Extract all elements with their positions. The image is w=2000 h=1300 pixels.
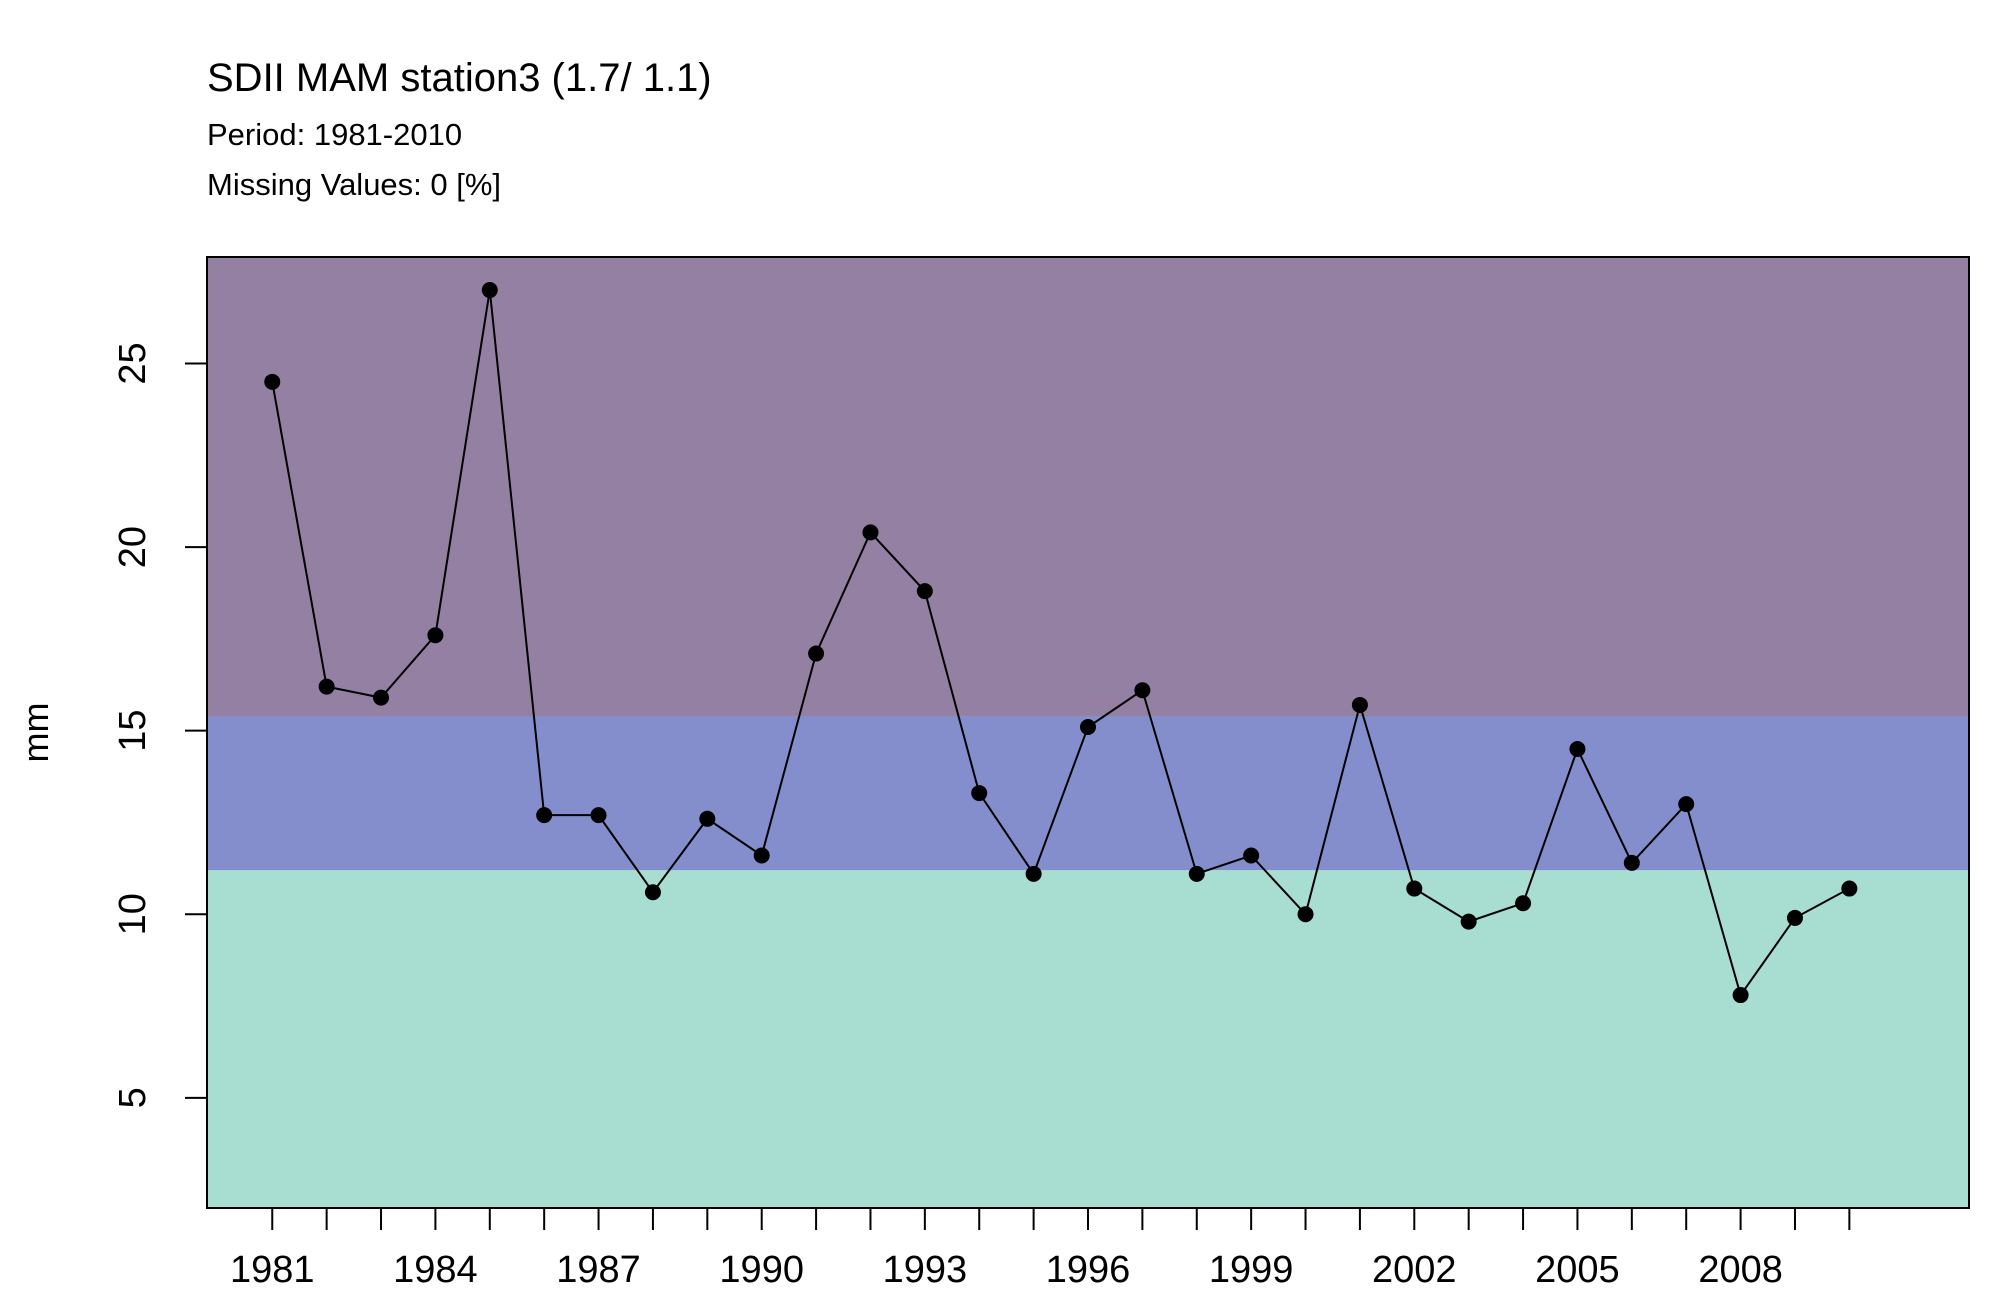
data-point (753, 847, 770, 864)
data-point (590, 807, 607, 824)
data-point (916, 583, 933, 600)
data-point (1678, 796, 1695, 813)
x-tick-label: 1981 (230, 1249, 315, 1291)
data-point (862, 524, 879, 541)
x-tick-label: 1990 (719, 1249, 804, 1291)
y-tick-label: 25 (112, 342, 154, 384)
data-point (1080, 718, 1096, 735)
data-point (1623, 854, 1640, 871)
data-point (644, 884, 661, 901)
band-1 (207, 715, 1969, 871)
x-tick-label: 1984 (393, 1249, 478, 1291)
chart-title: SDII MAM station3 (1.7/ 1.1) (207, 56, 712, 100)
band-2 (207, 257, 1969, 716)
x-tick-label: 2008 (1698, 1249, 1783, 1291)
y-axis: 5 10 15 20 25 (112, 342, 207, 1108)
data-point (808, 645, 825, 662)
chart-subtitle-missing: Missing Values: 0 [%] (207, 167, 502, 202)
y-axis-label: mm (15, 703, 56, 763)
data-point (1460, 913, 1477, 930)
data-point (318, 678, 335, 695)
data-point (1569, 741, 1586, 758)
data-point (1841, 880, 1858, 897)
x-tick-label: 2002 (1372, 1249, 1457, 1291)
data-point (699, 810, 716, 827)
data-point (1406, 880, 1423, 897)
y-tick-label: 5 (112, 1087, 154, 1108)
chart-subtitle-period: Period: 1981-2010 (207, 117, 463, 152)
data-point (971, 785, 988, 802)
plot-frame (206, 256, 1970, 1209)
x-tick-label: 2005 (1535, 1249, 1620, 1291)
background-bands (207, 257, 1969, 1208)
data-point (1786, 909, 1803, 926)
data-point (1134, 682, 1151, 699)
data-point (427, 627, 444, 644)
series-line-0 (271, 289, 1850, 998)
data-point (1351, 696, 1368, 713)
data-point (1025, 865, 1042, 882)
y-tick-label: 15 (112, 710, 154, 752)
series-layer (264, 282, 1858, 1004)
x-axis: 1981 1984 1987 1990 1993 1996 1999 2002 2005 2008 (230, 1208, 1851, 1291)
x-tick-label: 1999 (1209, 1249, 1294, 1291)
x-tick-label: 1993 (883, 1249, 968, 1291)
data-point (1515, 895, 1532, 912)
data-point (1732, 987, 1749, 1004)
data-point (1243, 847, 1260, 864)
x-tick-label: 1987 (556, 1249, 641, 1291)
data-point (373, 689, 390, 706)
x-tick-label: 1996 (1046, 1249, 1131, 1291)
band-0 (207, 870, 1969, 1208)
data-point (1297, 906, 1314, 923)
y-tick-label: 20 (112, 526, 154, 568)
data-point (264, 373, 281, 390)
data-point (1188, 865, 1205, 882)
data-point (481, 282, 498, 299)
y-tick-label: 10 (112, 893, 154, 935)
data-point (536, 807, 553, 824)
